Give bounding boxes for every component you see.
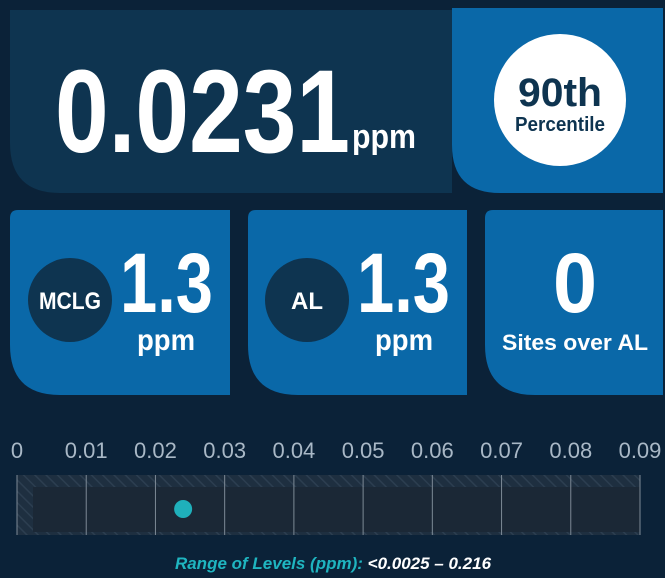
dot <box>174 500 193 518</box>
x-tick-label: 0.01 <box>65 438 108 463</box>
result-unit: ppm <box>352 118 416 156</box>
card-value: 0 <box>553 236 597 330</box>
x-tick-label: 0.02 <box>134 438 177 463</box>
percentile-bottom: Percentile <box>515 114 605 136</box>
scale-inner <box>33 487 640 532</box>
percentile-badge <box>494 34 626 166</box>
card <box>485 210 663 395</box>
footer-range: <0.0025 – 0.216 <box>368 554 492 573</box>
x-tick-label: 0.07 <box>480 438 523 463</box>
card <box>248 210 467 395</box>
x-tick-label: 0 <box>11 438 23 463</box>
x-tick-label: 0.08 <box>549 438 592 463</box>
card-unit: ppm <box>137 324 195 357</box>
value-panel <box>10 10 452 193</box>
x-tick-label: 0.05 <box>342 438 385 463</box>
scale: 0 0.01 0.02 0.03 0.04 0.05 0.06 0.07 0.08 0.09 <box>11 438 662 535</box>
card-value: 1.3 <box>120 236 213 330</box>
x-tick-label: 0.09 <box>619 438 662 463</box>
percentile-top: 90th <box>518 71 602 115</box>
card <box>10 210 230 395</box>
card-badge-label: AL <box>291 288 323 315</box>
footer-label: Range of Levels (ppm): <box>175 554 363 573</box>
card-label: Sites over AL <box>502 330 648 355</box>
x-tick-label: 0.03 <box>203 438 246 463</box>
card-badge <box>265 258 349 342</box>
card-badge <box>28 258 112 342</box>
x-tick-label: 0.06 <box>411 438 454 463</box>
card-unit: ppm <box>375 324 433 357</box>
x-tick-label: 0.04 <box>272 438 315 463</box>
footer: Range of Levels (ppm): <0.0025 – 0.216 <box>175 554 492 573</box>
card-badge-label: MCLG <box>39 288 101 315</box>
card-value: 1.3 <box>357 236 450 330</box>
result-value: 0.0231 <box>55 46 350 178</box>
